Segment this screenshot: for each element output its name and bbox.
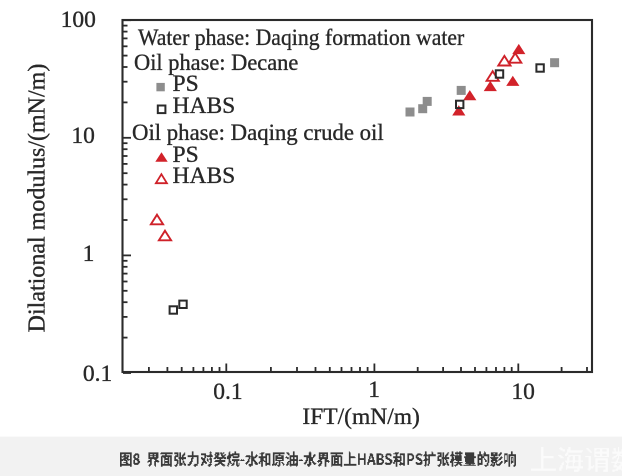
svg-text:Dilational modulus/(mN/m): Dilational modulus/(mN/m)	[24, 64, 50, 333]
